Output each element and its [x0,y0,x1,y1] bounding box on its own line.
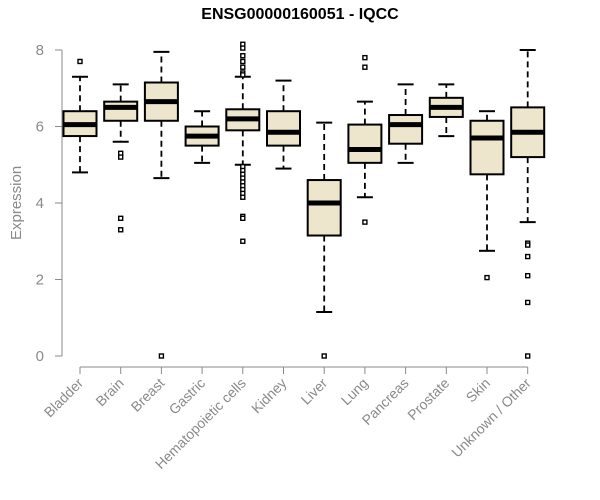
chart-title: ENSG00000160051 - IQCC [201,6,399,23]
x-tick-label: Bladder [41,375,87,421]
y-tick-label: 6 [36,119,44,136]
outlier-point [117,215,124,222]
outlier-point [240,58,246,65]
outlier-point [321,353,327,359]
outlier-point [158,353,165,359]
iqr-box [469,119,505,176]
outlier-point [117,227,124,233]
x-tick-label: Prostate [404,375,452,423]
iqr-box [388,114,424,145]
y-tick-label: 2 [36,272,44,289]
iqr-box [347,123,383,164]
y-tick-label: 0 [36,348,44,365]
iqr-box [103,100,139,122]
outlier-point [362,54,368,61]
outlier-point [77,58,83,65]
outlier-point [362,219,368,225]
iqr-box [306,179,342,237]
outlier-point [240,215,246,222]
x-tick-label: Kidney [248,375,290,417]
outlier-point [362,64,368,70]
outlier-point [484,274,490,281]
x-tick-label: Liver [298,375,331,408]
iqr-box [266,110,301,147]
x-tick-label: Brain [92,375,126,409]
outlier-point [240,53,246,59]
outlier-point [240,238,246,244]
outlier-point [240,72,246,78]
outlier-point [240,64,246,70]
x-tick-label: Breast [128,375,168,415]
outlier-point [240,45,246,51]
x-tick-label: Skin [463,375,494,406]
outlier-point [117,154,124,160]
y-tick-label: 4 [36,195,44,212]
outlier-point [240,194,246,200]
outlier-point [525,353,531,359]
outlier-point [525,242,531,248]
y-tick-label: 8 [36,42,44,59]
outlier-point [525,253,531,260]
x-tick-label: Lung [338,375,371,408]
outlier-point [525,272,531,279]
outlier-point [525,299,531,306]
